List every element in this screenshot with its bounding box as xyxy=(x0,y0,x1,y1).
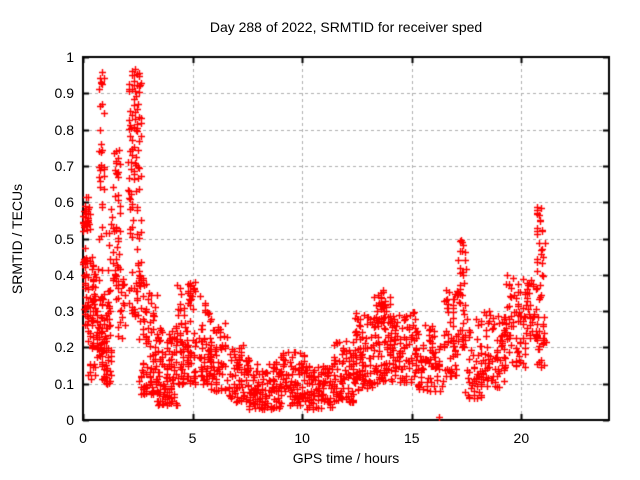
x-tick-label: 5 xyxy=(188,430,197,446)
y-tick-label: 0 xyxy=(66,412,74,428)
y-tick-label: 1 xyxy=(66,49,74,65)
y-tick-label: 0.5 xyxy=(54,230,74,247)
y-tick-label: 0.2 xyxy=(54,339,74,356)
y-tick-label: 0.6 xyxy=(54,194,74,211)
x-axis-label: GPS time / hours xyxy=(292,450,400,466)
chart-title: Day 288 of 2022, SRMTID for receiver spe… xyxy=(209,19,483,35)
y-tick-label: 0.3 xyxy=(54,303,74,320)
x-tick-label: 20 xyxy=(513,430,530,446)
x-tick-label: 0 xyxy=(79,430,87,446)
x-tick-label: 10 xyxy=(294,430,310,446)
y-tick-label: 0.7 xyxy=(54,157,74,174)
y-tick-label: 0.4 xyxy=(54,266,74,283)
x-tick-label: 15 xyxy=(403,430,420,446)
y-tick-label: 0.9 xyxy=(54,85,74,102)
y-tick-label: 0.8 xyxy=(54,121,74,138)
y-tick-label: 0.1 xyxy=(54,375,74,392)
